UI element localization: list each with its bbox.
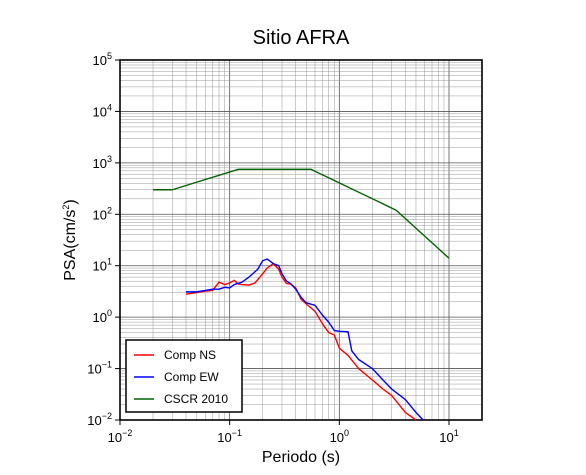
y-axis-label: PSA(cm/s2) <box>61 199 79 280</box>
grid <box>119 59 483 421</box>
legend-box <box>125 339 243 413</box>
y-tick-label: 103 <box>93 154 112 171</box>
x-tick-label: 10−2 <box>108 428 133 445</box>
legend-label: Comp EW <box>164 370 219 384</box>
legend-label: Comp NS <box>164 348 216 362</box>
plot-border <box>119 59 483 421</box>
y-tick-label: 10−1 <box>87 360 112 377</box>
plot-frame <box>119 59 483 421</box>
x-axis-label: Periodo (s) <box>262 449 340 466</box>
series-line-cscr-2010 <box>153 168 450 259</box>
y-tick-label: 100 <box>93 308 112 325</box>
legend: Comp NS Comp EW CSCR 2010 <box>125 339 243 413</box>
x-tick-label: 101 <box>439 428 458 445</box>
y-axis-label-main: PSA(cm/s <box>62 210 79 281</box>
y-tick-label: 105 <box>93 51 112 68</box>
x-tick-label: 10−1 <box>217 428 242 445</box>
series-line-comp-ew <box>186 258 424 421</box>
x-tick-label: 100 <box>330 428 349 445</box>
y-tick-label: 10−2 <box>87 411 112 428</box>
x-axis-ticks: 10−2 10−1 100 101 <box>108 420 459 445</box>
y-axis-label-tail: ) <box>62 199 79 204</box>
y-axis-label-sup: 2 <box>61 205 71 210</box>
series-line-comp-ns <box>185 262 417 421</box>
y-tick-label: 104 <box>93 102 112 119</box>
y-tick-label: 102 <box>93 205 112 222</box>
chart-title: Sitio AFRA <box>253 27 350 49</box>
legend-label: CSCR 2010 <box>164 392 228 406</box>
y-axis-ticks: 10−2 10−1 100 101 102 103 104 105 <box>87 51 120 428</box>
series-group <box>153 168 450 421</box>
y-tick-label: 101 <box>93 257 112 274</box>
